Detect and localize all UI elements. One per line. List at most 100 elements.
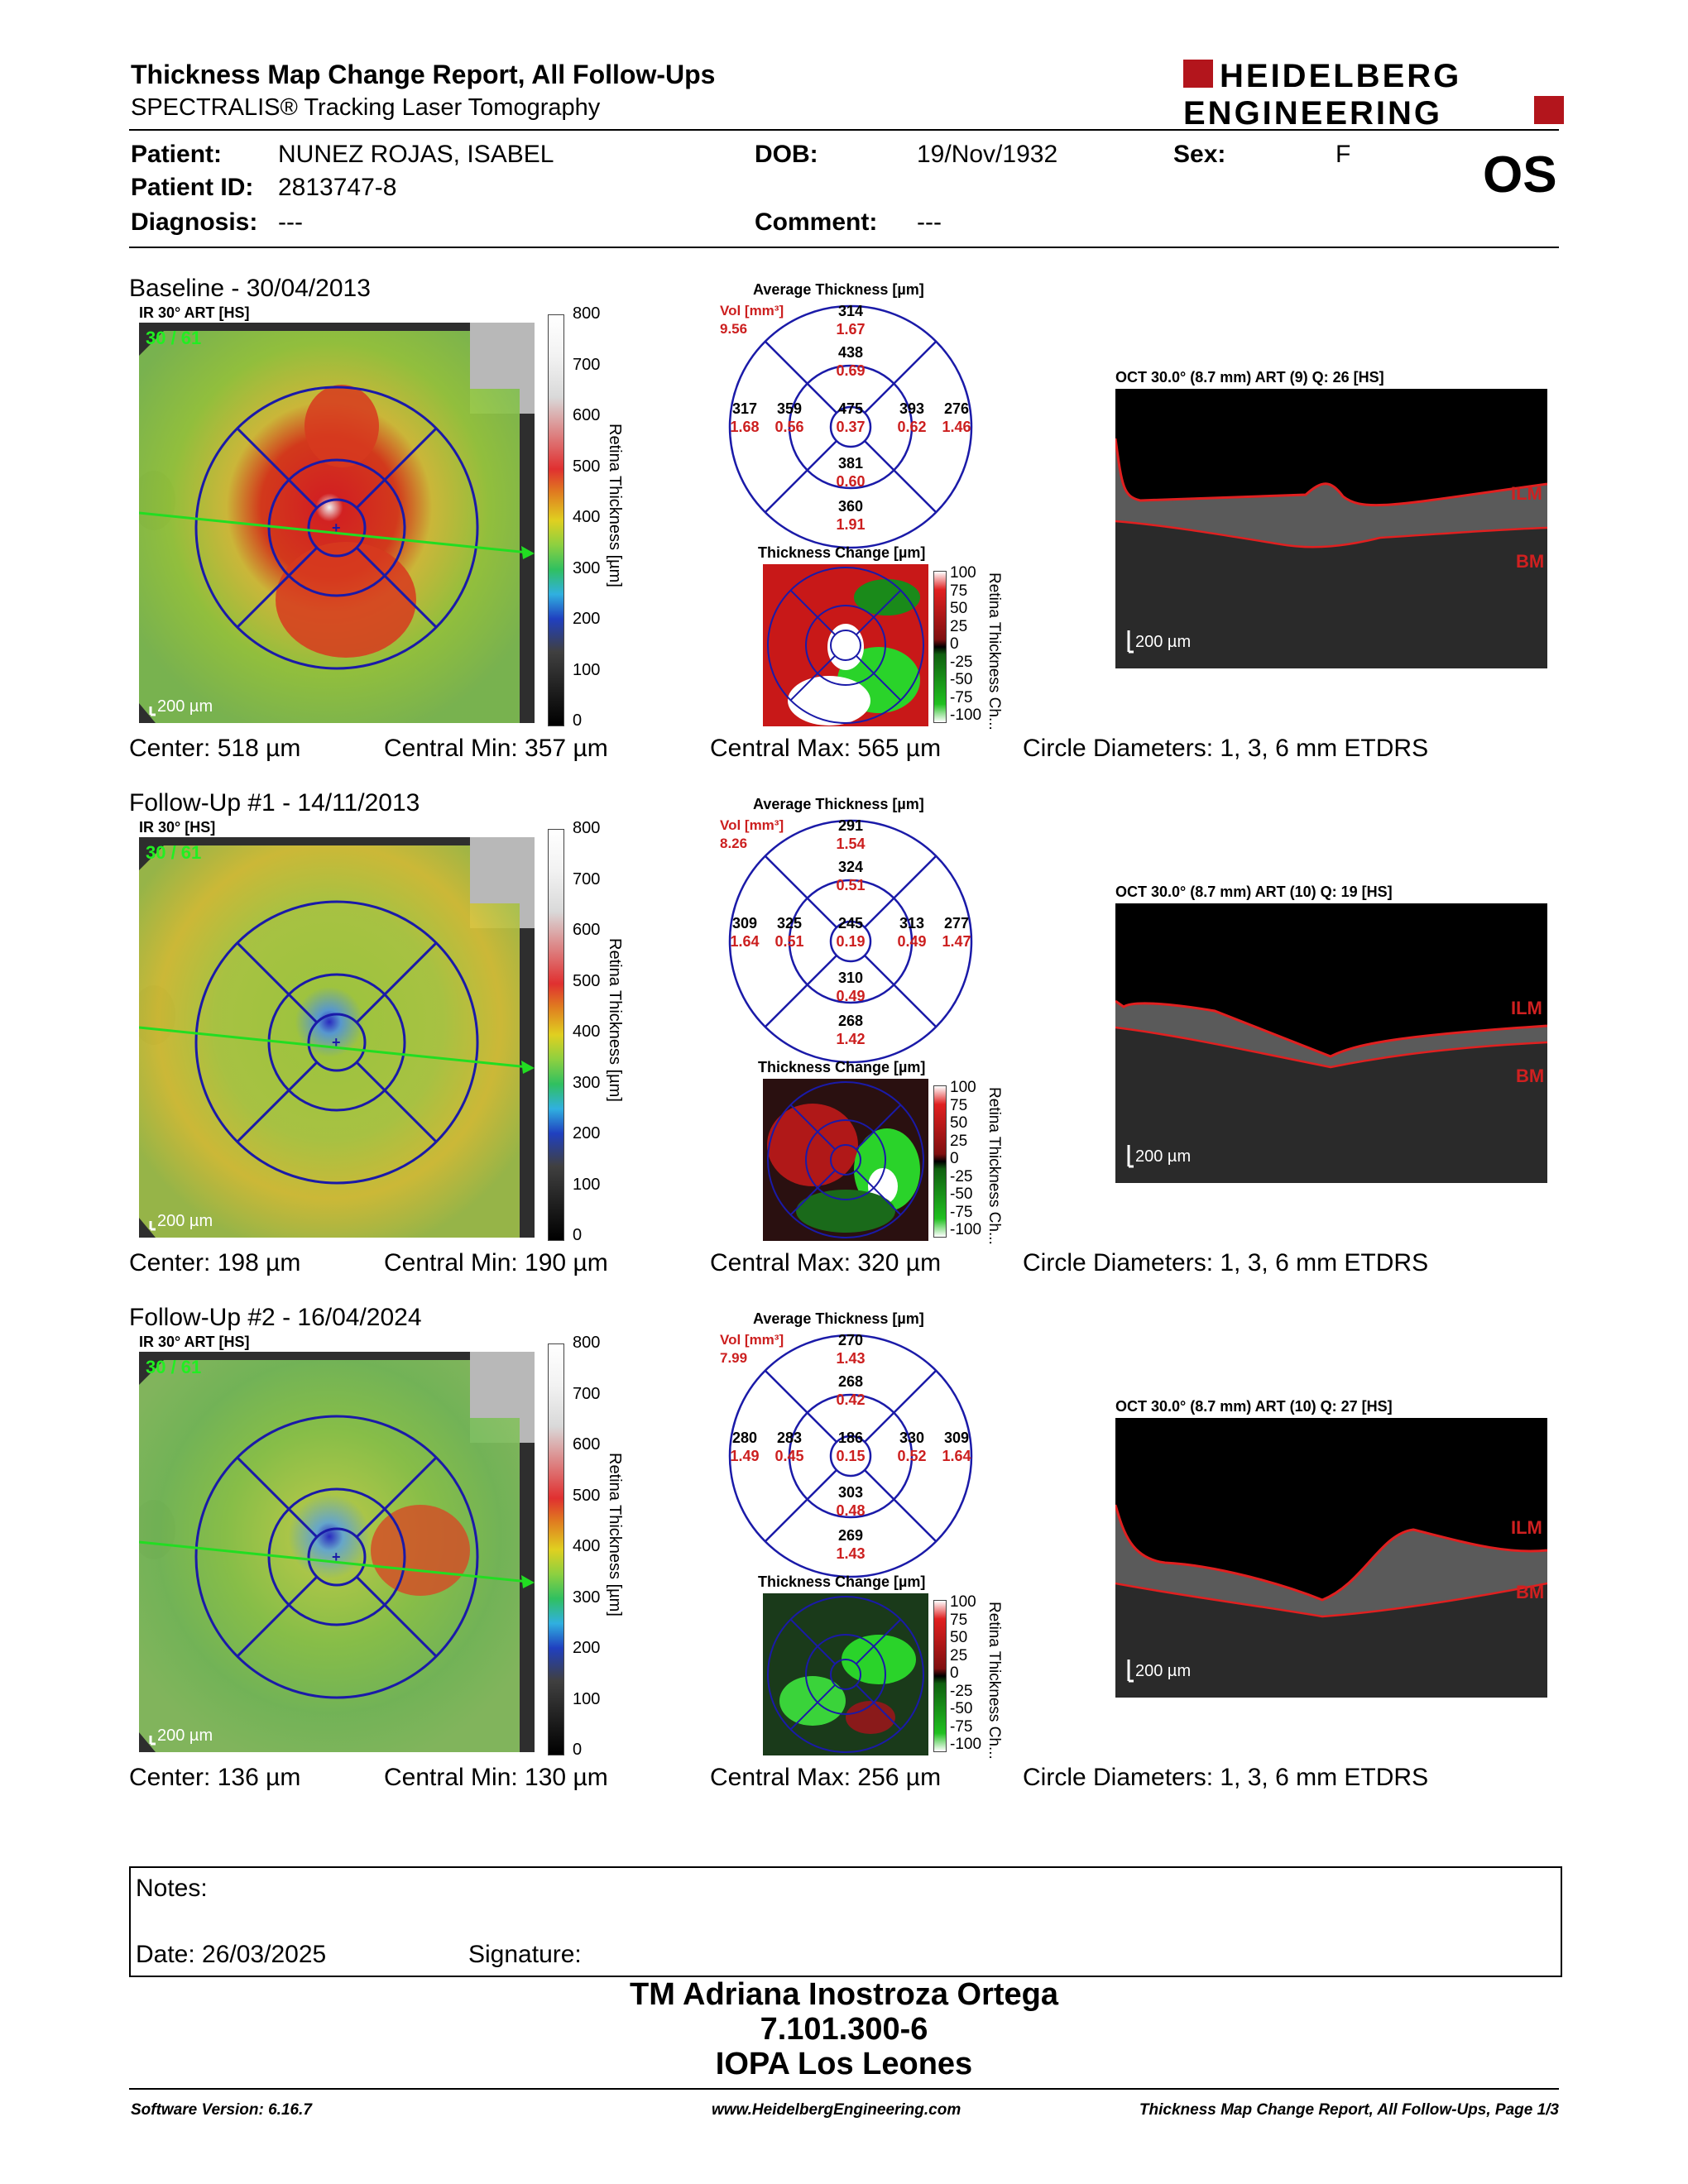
thickness-colorbar bbox=[548, 1343, 564, 1755]
colorbar-tick: 100 bbox=[573, 660, 601, 679]
signature-institution: IOPA Los Leones bbox=[715, 2047, 973, 2081]
vol-value: 7.99 bbox=[720, 1350, 748, 1366]
vol-label: Vol [mm³] bbox=[720, 1332, 784, 1348]
change-tick: 50 bbox=[950, 600, 968, 617]
central-min: Central Min: 190 µm bbox=[384, 1249, 608, 1276]
avg-thickness-title: Average Thickness [µm] bbox=[753, 796, 924, 812]
colorbar-tick: 300 bbox=[573, 558, 601, 577]
etdrs-sup-inner-thickness: 438 bbox=[838, 344, 863, 361]
etdrs-center-thickness: 245 bbox=[838, 915, 863, 932]
frame-count: 30 / 61 bbox=[146, 842, 201, 863]
scale-bar-label: 200 µm bbox=[157, 697, 213, 716]
colorbar-tick: 700 bbox=[573, 1384, 601, 1403]
section-title: Follow-Up #2 - 16/04/2024 bbox=[129, 1304, 422, 1331]
heidelberg-logo: HEIDELBERG ENGINEERING bbox=[1183, 58, 1564, 132]
change-tick: -75 bbox=[950, 688, 973, 706]
change-tick: 50 bbox=[950, 1629, 968, 1646]
etdrs-inf-outer-thickness: 269 bbox=[838, 1527, 863, 1544]
etdrs-center-volume: 0.37 bbox=[836, 419, 865, 435]
etdrs-temp-inner-volume: 0.56 bbox=[774, 419, 803, 435]
etdrs-sup-inner-volume: 0.42 bbox=[836, 1391, 865, 1408]
etdrs-sup-outer-volume: 1.67 bbox=[836, 321, 865, 338]
change-tick: -100 bbox=[950, 1736, 982, 1753]
colorbar-tick: 400 bbox=[573, 1537, 601, 1555]
colorbar-tick: 800 bbox=[573, 1334, 601, 1352]
etdrs-temp-outer-thickness: 309 bbox=[732, 915, 757, 932]
etdrs-nasal-outer-volume: 1.47 bbox=[942, 933, 971, 950]
change-tick: 100 bbox=[950, 1593, 976, 1611]
central-max: Central Max: 256 µm bbox=[710, 1764, 942, 1791]
colorbar-tick: 100 bbox=[573, 1175, 601, 1194]
etdrs-inf-inner-thickness: 310 bbox=[838, 970, 863, 986]
circle-diameters: Circle Diameters: 1, 3, 6 mm ETDRS bbox=[1023, 735, 1429, 762]
ilm-label: ILM bbox=[1511, 998, 1542, 1018]
bm-line bbox=[1115, 520, 1547, 548]
patient-id-value: 2813747-8 bbox=[278, 174, 397, 201]
diagnosis-label: Diagnosis: bbox=[131, 208, 258, 236]
scan-line bbox=[139, 1026, 529, 1069]
colorbar-tick: 200 bbox=[573, 1124, 601, 1142]
ilm-line bbox=[1115, 438, 1547, 507]
logo-line2: ENGINEERING bbox=[1183, 95, 1442, 129]
central-min: Central Min: 357 µm bbox=[384, 735, 608, 762]
colorbar-tick: 100 bbox=[573, 1689, 601, 1708]
change-tick: -100 bbox=[950, 706, 982, 724]
change-tick: 75 bbox=[950, 1096, 968, 1114]
thickness-change-map bbox=[763, 1079, 928, 1241]
thickness-change-map bbox=[763, 1593, 928, 1755]
section-title: Follow-Up #1 - 14/11/2013 bbox=[129, 789, 420, 817]
etdrs-spoke bbox=[355, 1575, 438, 1658]
scan-arrow bbox=[521, 1575, 535, 1588]
etdrs-temp-inner-volume: 0.51 bbox=[774, 933, 803, 950]
etdrs-ring-2 bbox=[194, 900, 479, 1185]
oct-bscan: ILM BM 200 µm bbox=[1115, 389, 1547, 668]
scale-bar-label: 200 µm bbox=[157, 1212, 213, 1230]
ilm-line bbox=[1115, 999, 1547, 1058]
circle-diameters: Circle Diameters: 1, 3, 6 mm ETDRS bbox=[1023, 1249, 1429, 1276]
etdrs-sup-outer-thickness: 314 bbox=[838, 303, 863, 319]
thickness-map-svg: +30 / 61 200 µm bbox=[139, 323, 535, 723]
etdrs-nasal-outer-volume: 1.64 bbox=[942, 1448, 971, 1464]
etdrs-spoke bbox=[236, 1575, 319, 1658]
etdrs-inf-outer-thickness: 268 bbox=[838, 1013, 863, 1029]
change-tick: 25 bbox=[950, 1646, 968, 1664]
etdrs-ring-0 bbox=[307, 1013, 367, 1072]
website-link[interactable]: www.HeidelbergEngineering.com bbox=[712, 2101, 961, 2119]
center-thickness: Center: 518 µm bbox=[129, 735, 301, 762]
etdrs-nasal-inner-volume: 0.52 bbox=[897, 1448, 926, 1464]
bm-line bbox=[1115, 1582, 1547, 1618]
frame-count: 30 / 61 bbox=[146, 328, 201, 348]
ir-label: IR 30° ART [HS] bbox=[139, 304, 250, 321]
thickness-change-svg bbox=[763, 1593, 928, 1755]
svg-text:+: + bbox=[332, 1034, 341, 1051]
dob-value: 19/Nov/1932 bbox=[917, 141, 1058, 168]
bm-label: BM bbox=[1516, 1066, 1544, 1086]
change-tick: -75 bbox=[950, 1203, 973, 1221]
change-tick: 75 bbox=[950, 1611, 968, 1629]
section-title: Baseline - 30/04/2013 bbox=[129, 275, 371, 302]
center-thickness: Center: 136 µm bbox=[129, 1764, 301, 1791]
oct-scale-bar-label: 200 µm bbox=[1135, 633, 1191, 651]
sex-value: F bbox=[1336, 141, 1351, 168]
central-max: Central Max: 565 µm bbox=[710, 735, 942, 762]
etdrs-spoke bbox=[236, 1456, 319, 1539]
etdrs-temp-inner-thickness: 325 bbox=[777, 915, 802, 932]
etdrs-spoke bbox=[355, 941, 438, 1024]
oct-label: OCT 30.0° (8.7 mm) ART (10) Q: 19 [HS] bbox=[1115, 884, 1393, 900]
change-bar-title: Retina Thickness Ch... bbox=[985, 1602, 1003, 1760]
etdrs-inf-inner-volume: 0.60 bbox=[836, 473, 865, 490]
etdrs-grid-svg: 2911.543240.513091.643250.512450.193130.… bbox=[728, 817, 973, 1064]
etdrs-nasal-outer-thickness: 276 bbox=[944, 400, 969, 417]
change-tick: -75 bbox=[950, 1717, 973, 1736]
change-colorbar bbox=[933, 571, 947, 723]
etdrs-ring-2 bbox=[194, 386, 479, 670]
oct-bscan: ILM BM 200 µm bbox=[1115, 1418, 1547, 1698]
etdrs-spoke bbox=[355, 546, 438, 629]
etdrs-sup-inner-volume: 0.51 bbox=[836, 877, 865, 893]
colorbar-tick: 200 bbox=[573, 1639, 601, 1657]
thickness-colorbar bbox=[548, 314, 564, 726]
colorbar-tick: 800 bbox=[573, 819, 601, 837]
etdrs-center-thickness: 475 bbox=[838, 400, 863, 417]
logo-line1: HEIDELBERG bbox=[1220, 58, 1461, 94]
